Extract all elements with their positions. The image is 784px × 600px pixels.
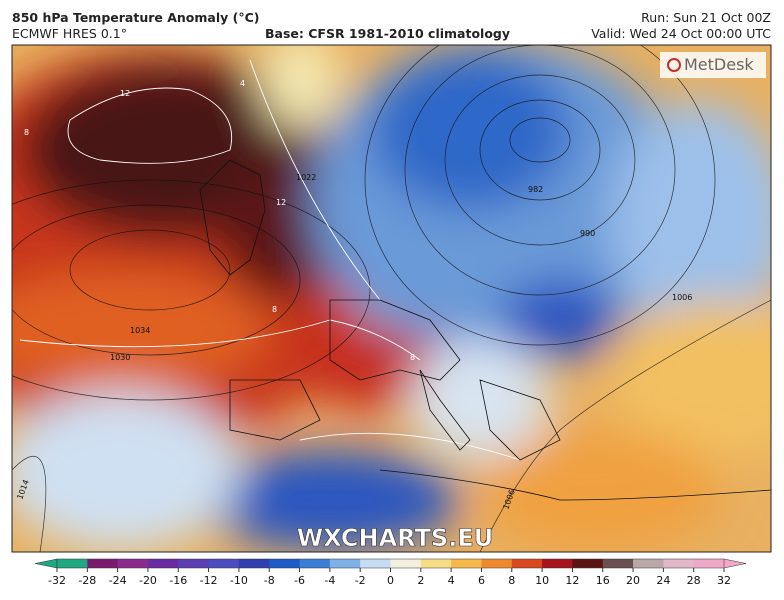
logo-icon (667, 58, 681, 72)
colorbar-tick-label: -32 (48, 574, 66, 587)
colorbar-segment (57, 559, 88, 568)
colorbar-tick-label: -6 (294, 574, 305, 587)
colorbar-tick-label: 32 (717, 574, 731, 587)
model: ECMWF HRES 0.1° (12, 26, 127, 41)
colorbar-segment (481, 559, 513, 568)
contour-label: 12 (276, 198, 286, 207)
contour-label: 982 (528, 185, 543, 194)
colorbar-tick-label: -10 (230, 574, 248, 587)
colorbar-segment (663, 559, 695, 568)
colorbar-segment (87, 559, 119, 568)
colorbar-tick-label: -24 (109, 574, 127, 587)
colorbar-tick-label: 24 (656, 574, 670, 587)
colorbar-tick-label: 28 (687, 574, 701, 587)
contour-label: 1034 (130, 326, 150, 335)
map: 12 12 8 8 1022 1034 1030 1014 1006 1006 … (12, 45, 771, 552)
colorbar-tick-label: 8 (508, 574, 515, 587)
colorbar: -32 -28 -24 -20 -16 -12 -10 -8 -6 -4 -2 0 2 4 6 8 10 12 16… (34, 558, 747, 587)
logo: MetDesk (684, 55, 754, 74)
colorbar-arrow-high (723, 558, 747, 569)
colorbar-segment (420, 559, 452, 568)
colorbar-segment (511, 559, 543, 568)
colorbar-tick-label: 16 (596, 574, 610, 587)
contour-label: 8 (272, 305, 277, 314)
contour-label: 1006 (672, 293, 692, 302)
run: Run: Sun 21 Oct 00Z (641, 10, 771, 25)
colorbar-tick-label: -28 (78, 574, 96, 587)
title: 850 hPa Temperature Anomaly (°C) (12, 10, 259, 25)
colorbar-segment (572, 559, 604, 568)
colorbar-tick-label: -20 (139, 574, 157, 587)
colorbar-tick-label: 0 (387, 574, 394, 587)
colorbar-segment (178, 559, 210, 568)
colorbar-segment (693, 559, 725, 568)
colorbar-segment (299, 559, 331, 568)
isobars (12, 45, 771, 552)
colorbar-segment (390, 559, 422, 568)
colorbar-tick-label: 2 (417, 574, 424, 587)
contour-label: 8 (24, 128, 29, 137)
colorbar-tick-label: -2 (355, 574, 366, 587)
colorbar-tick-label: 20 (626, 574, 640, 587)
colorbar-tick-label: 10 (535, 574, 549, 587)
watermark: WXCHARTS.EU (297, 524, 493, 552)
colorbar-segment (602, 559, 634, 568)
colorbar-segment (208, 559, 240, 568)
contour-label: 8 (410, 353, 415, 362)
colorbar-arrow-low (34, 558, 58, 569)
colorbar-segment (117, 559, 149, 568)
colorbar-segment (329, 559, 361, 568)
colorbar-segment (238, 559, 270, 568)
map-frame (11, 44, 772, 553)
colorbar-segment (360, 559, 391, 568)
colorbar-segment (542, 559, 573, 568)
colorbar-tick-label: -12 (200, 574, 218, 587)
colorbar-tick-label: -16 (169, 574, 187, 587)
colorbar-tick-label: 12 (565, 574, 579, 587)
colorbar-segment (633, 559, 664, 568)
colorbar-tick-label: 4 (448, 574, 455, 587)
colorbar-tick-label: -4 (324, 574, 335, 587)
contour-label: 12 (120, 89, 130, 98)
contour-label: 4 (240, 79, 245, 88)
colorbar-tick-label: 6 (478, 574, 485, 587)
colorbar-segment (451, 559, 482, 568)
coastlines (199, 159, 771, 501)
base: Base: CFSR 1981-2010 climatology (265, 26, 510, 41)
valid: Valid: Wed 24 Oct 00:00 UTC (591, 26, 771, 41)
contour-label: 1022 (296, 173, 316, 182)
colorbar-tick-label: -8 (264, 574, 275, 587)
anomaly-contours (19, 59, 521, 461)
colorbar-segment (147, 559, 179, 568)
logo-box (660, 52, 766, 78)
contour-label: 990 (580, 229, 595, 238)
contour-label: 1030 (110, 353, 130, 362)
temperature-field (12, 45, 771, 550)
colorbar-segment (269, 559, 301, 568)
